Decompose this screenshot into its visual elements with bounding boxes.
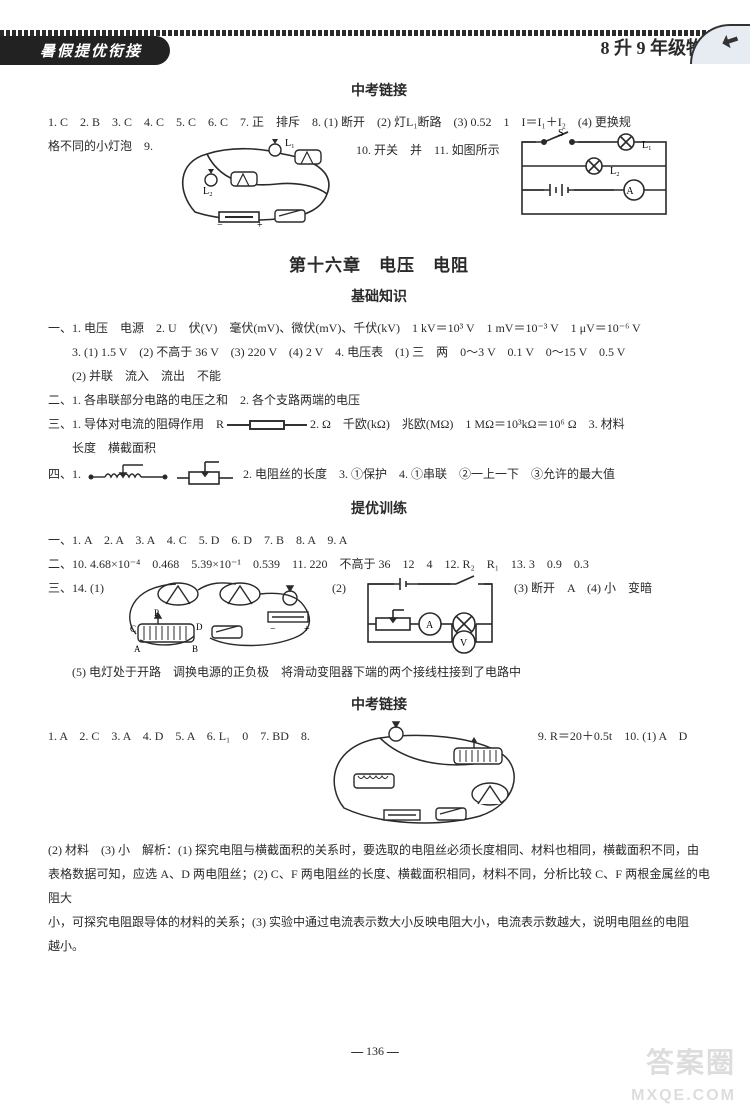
page-number-value: 136 xyxy=(366,1044,384,1058)
zk1-fig9-circuit: L₁ L₂ − + xyxy=(167,134,342,233)
zk1-line1b: 格不同的小灯泡 9. xyxy=(48,134,153,158)
zk2-l3: 表格数据可知，应选 A、D 两电阻丝；(2) C、F 两电阻丝的长度、横截面积相… xyxy=(48,862,710,910)
jichu-1-l2: 3. (1) 1.5 V (2) 不高于 36 V (3) 220 V (4) … xyxy=(48,340,710,364)
chapter16-title: 第十六章 电压 电阻 xyxy=(48,251,710,276)
jichu-4a: 四、1. xyxy=(48,462,81,486)
fig14a-A: A xyxy=(134,644,141,654)
page-num-deco-right xyxy=(387,1052,400,1053)
section-title-jichu: 基础知识 xyxy=(48,286,710,306)
jichu-3b: 2. Ω 千欧(kΩ) 兆欧(MΩ) 1 MΩ＝10³kΩ＝10⁶ Ω 3. 材… xyxy=(310,417,625,431)
zk1-line1a: 1. C 2. B 3. C 4. C 5. C 6. C 7. 正 排斥 8.… xyxy=(48,110,710,134)
page-content: 中考链接 1. C 2. B 3. C 4. C 5. C 6. C 7. 正 … xyxy=(0,62,750,958)
tiyu-l3b: (2) xyxy=(332,576,346,600)
jichu-3c: 长度 横截面积 xyxy=(48,436,710,460)
zk2-row1: 1. A 2. C 3. A 4. D 5. A 6. L₁ 0 7. BD 8… xyxy=(48,724,710,838)
fig9-L1-label: L₁ xyxy=(285,138,295,149)
fig14a-C: C xyxy=(130,624,136,634)
rheostat-symbol2-icon xyxy=(175,460,235,488)
tiyu-l2: 二、10. 4.68×10⁻⁴ 0.468 5.39×10⁻¹ 0.539 11… xyxy=(48,552,710,576)
fig14a-B: B xyxy=(192,644,198,654)
zk2-l1a: 1. A 2. C 3. A 4. D 5. A 6. L₁ 0 7. BD 8… xyxy=(48,724,310,748)
jichu-4b: 2. 电阻丝的长度 3. ①保护 4. ①串联 ②一上一下 ③允许的最大值 xyxy=(243,462,615,486)
tiyu-l4: (5) 电灯处于开路 调换电源的正负极 将滑动变阻器下端的两个接线柱接到了电路中 xyxy=(48,660,710,684)
zk1-fig11-circuit: S L₁ L₂ A xyxy=(514,134,674,226)
fig11-S-label: S xyxy=(558,128,564,139)
zk1-midtext: 10. 开关 并 11. 如图所示 xyxy=(356,134,500,162)
tiyu-fig14-1: C P D A B − + xyxy=(118,576,318,660)
zk2-l1b: 9. R＝20＋0.5t 10. (1) A D xyxy=(538,724,687,748)
fig14b-A: A xyxy=(426,620,434,631)
jichu-3a: 三、1. 导体对电流的阻碍作用 R xyxy=(48,417,224,431)
tiyu-l3c: (3) 断开 A (4) 小 变暗 xyxy=(514,576,710,600)
section-title-zhongkao1: 中考链接 xyxy=(48,80,710,100)
watermark-cn: 答案圈 xyxy=(646,1041,736,1081)
tiyu-14-row: 三、14. (1) xyxy=(48,576,710,660)
jichu-1-l3: (2) 并联 流入 流出 不能 xyxy=(48,364,710,388)
tiyu-l3a: 三、14. (1) xyxy=(48,576,104,600)
page-num-deco-left xyxy=(351,1052,364,1053)
fig14a-plus: + xyxy=(304,624,310,635)
fig11-L1-label: L₁ xyxy=(642,140,652,151)
zk2-l5: 越小。 xyxy=(48,934,710,958)
zk2-l2: (2) 材料 (3) 小 解析：(1) 探究电阻与横截面积的关系时，要选取的电阻… xyxy=(48,838,710,862)
zk2-l4: 小，可探究电阻跟导体的材料的关系；(3) 实验中通过电流表示数大小反映电阻大小，… xyxy=(48,910,710,934)
fig9-plus-label: + xyxy=(257,220,263,231)
jichu-2: 二、1. 各串联部分电路的电压之和 2. 各个支路两端的电压 xyxy=(48,388,710,412)
fig14b-V: V xyxy=(460,638,468,649)
jichu-1-l1: 一、1. 电压 电源 2. U 伏(V) 毫伏(mV)、微伏(mV)、千伏(kV… xyxy=(48,316,710,340)
watermark-en: MXQE.COM xyxy=(631,1087,736,1105)
fig9-L2-label: L₂ xyxy=(203,186,213,197)
tiyu-l1: 一、1. A 2. A 3. A 4. C 5. D 6. D 7. B 8. … xyxy=(48,528,710,552)
section-title-tiyu: 提优训练 xyxy=(48,498,710,518)
jichu-3-row: 三、1. 导体对电流的阻碍作用 R 2. Ω 千欧(kΩ) 兆欧(MΩ) 1 M… xyxy=(48,412,710,436)
header-left-title: 暑假提优衔接 xyxy=(0,36,170,65)
zk1-row-figs: 格不同的小灯泡 9. xyxy=(48,134,710,233)
section-title-zhongkao2: 中考链接 xyxy=(48,694,710,714)
jichu-4-row: 四、1. xyxy=(48,460,710,488)
rheostat-symbol1-icon xyxy=(89,463,167,485)
fig14a-P: P xyxy=(154,608,159,618)
fig11-A-label: A xyxy=(626,186,634,197)
zk2-fig8 xyxy=(324,724,524,838)
page-header: 暑假提优衔接 8 升 9 年级物理 xyxy=(0,0,750,62)
resistor-symbol-icon xyxy=(227,419,307,431)
fig14a-D: D xyxy=(196,622,203,632)
fig14a-minus: − xyxy=(270,624,276,635)
page-number: 136 xyxy=(349,1044,401,1059)
fig11-L2-label: L₂ xyxy=(610,166,620,177)
fig9-minus-label: − xyxy=(217,220,223,231)
tiyu-fig14-2: A V xyxy=(360,576,500,660)
